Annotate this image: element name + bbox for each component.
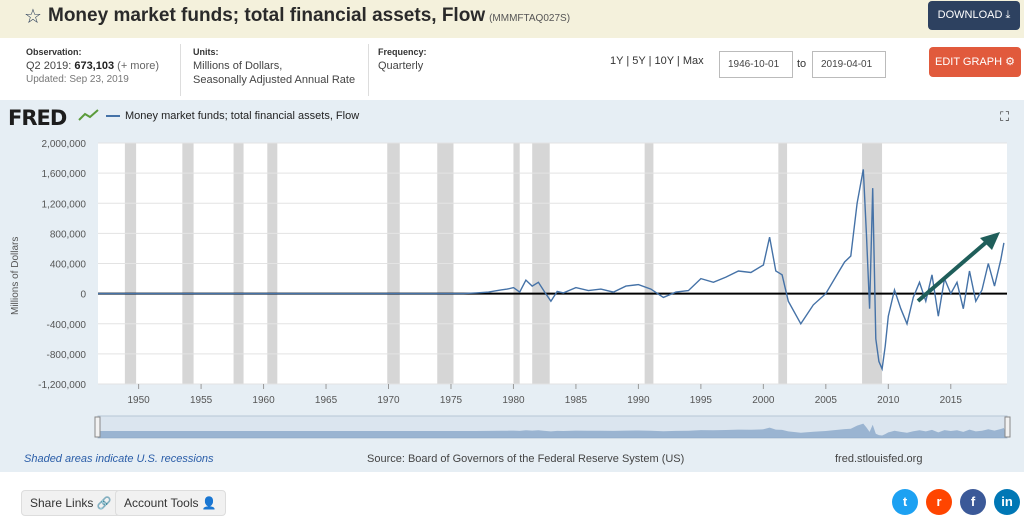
linkedin-icon[interactable]: in <box>994 489 1020 515</box>
fred-logo[interactable]: FRED <box>8 106 67 130</box>
y-tick-label: -400,000 <box>47 320 87 331</box>
x-tick-label: 1965 <box>315 395 338 406</box>
gear-icon: ⚙ <box>1005 56 1015 68</box>
range-10y[interactable]: 10Y <box>654 55 674 67</box>
range-max[interactable]: Max <box>682 55 704 67</box>
range-1y[interactable]: 1Y <box>610 55 624 67</box>
fred-url[interactable]: fred.stlouisfed.org <box>835 453 923 465</box>
page-title: Money market funds; total financial asse… <box>48 5 571 26</box>
header-bar: ☆ Money market funds; total financial as… <box>0 0 1024 38</box>
end-date-input[interactable]: 2019-04-01 <box>812 51 886 78</box>
recession-note: Shaded areas indicate U.S. recessions <box>24 453 214 465</box>
x-tick-label: 1975 <box>440 395 463 406</box>
trend-arrow-head <box>980 232 1000 250</box>
units-line1: Millions of Dollars, <box>193 60 283 72</box>
observation-block: Observation: Q2 2019: 673,103 (+ more) U… <box>26 45 159 87</box>
x-tick-label: 2010 <box>877 395 900 406</box>
star-icon[interactable]: ☆ <box>24 6 42 28</box>
y-tick-label: -1,200,000 <box>38 380 86 391</box>
units-label: Units: <box>193 47 219 57</box>
start-date-input[interactable]: 1946-10-01 <box>719 51 793 78</box>
source-text: Source: Board of Governors of the Federa… <box>367 453 685 465</box>
x-tick-label: 1960 <box>252 395 275 406</box>
fred-chart-icon <box>78 109 99 121</box>
y-tick-label: 1,200,000 <box>42 199 87 210</box>
frequency-label: Frequency: <box>378 47 427 57</box>
download-button[interactable]: DOWNLOAD ⤓ <box>928 1 1020 30</box>
navigator-series <box>98 423 1007 438</box>
download-icon: ⤓ <box>1005 9 1011 21</box>
y-tick-label: 1,600,000 <box>42 169 87 180</box>
updated-date: Updated: Sep 23, 2019 <box>26 74 129 85</box>
range-5y[interactable]: 5Y <box>632 55 646 67</box>
x-tick-label: 1990 <box>627 395 650 406</box>
chart-svg[interactable]: 2,000,000 1,600,000 1,200,000 800,000 400,00… <box>0 100 1024 452</box>
x-tick-label: 2015 <box>940 395 963 406</box>
divider <box>180 44 181 96</box>
units-line2: Seasonally Adjusted Annual Rate <box>193 74 356 86</box>
observation-label: Observation: <box>26 47 82 57</box>
to-label: to <box>797 58 807 70</box>
series-id: (MMMFTAQ027S) <box>489 13 571 24</box>
divider <box>368 44 369 96</box>
reddit-icon[interactable]: r <box>926 489 952 515</box>
legend-line-swatch <box>106 115 120 118</box>
share-links-button[interactable]: Share Links 🔗 <box>21 490 121 516</box>
y-axis-label: Millions of Dollars <box>10 236 21 315</box>
facebook-icon[interactable]: f <box>960 489 986 515</box>
twitter-icon[interactable]: t <box>892 489 918 515</box>
x-tick-label: 1985 <box>565 395 588 406</box>
link-icon: 🔗 <box>96 496 112 510</box>
edit-graph-button[interactable]: EDIT GRAPH ⚙ <box>929 47 1021 77</box>
y-tick-label: 0 <box>80 290 86 301</box>
x-tick-label: 1950 <box>127 395 150 406</box>
x-tick-label: 1995 <box>690 395 713 406</box>
navigator-handle-left <box>94 416 101 438</box>
x-tick-label: 1955 <box>190 395 213 406</box>
fullscreen-icon[interactable]: ⛶ <box>1000 109 1010 124</box>
x-tick-label: 1980 <box>502 395 525 406</box>
y-tick-label: 800,000 <box>50 229 87 240</box>
info-row: Observation: Q2 2019: 673,103 (+ more) U… <box>0 38 1024 100</box>
account-tools-button[interactable]: Account Tools 👤 <box>115 490 226 516</box>
x-tick-label: 2000 <box>752 395 775 406</box>
chart-legend: Money market funds; total financial asse… <box>106 110 359 122</box>
x-tick-label: 1970 <box>377 395 400 406</box>
y-tick-label: 400,000 <box>50 260 87 271</box>
observation-value: 673,103 <box>74 60 115 72</box>
navigator-handle-right <box>1004 416 1011 438</box>
frequency-value: Quarterly <box>378 60 424 72</box>
frequency-block: Frequency: Quarterly <box>378 45 427 73</box>
units-block: Units: Millions of Dollars, Seasonally A… <box>193 45 355 87</box>
trend-arrow-line <box>916 237 992 303</box>
y-tick-label: 2,000,000 <box>42 139 87 150</box>
range-links: 1Y | 5Y | 10Y | Max <box>610 55 704 67</box>
graph-panel: 2,000,000 1,600,000 1,200,000 800,000 400,00… <box>0 100 1024 472</box>
user-icon: 👤 <box>201 496 217 510</box>
series-line <box>98 169 1005 372</box>
observation-period: Q2 2019: <box>26 60 72 72</box>
y-tick-label: -800,000 <box>47 350 87 361</box>
observation-more-link[interactable]: (+ more) <box>117 60 160 72</box>
x-tick-label: 2005 <box>815 395 838 406</box>
